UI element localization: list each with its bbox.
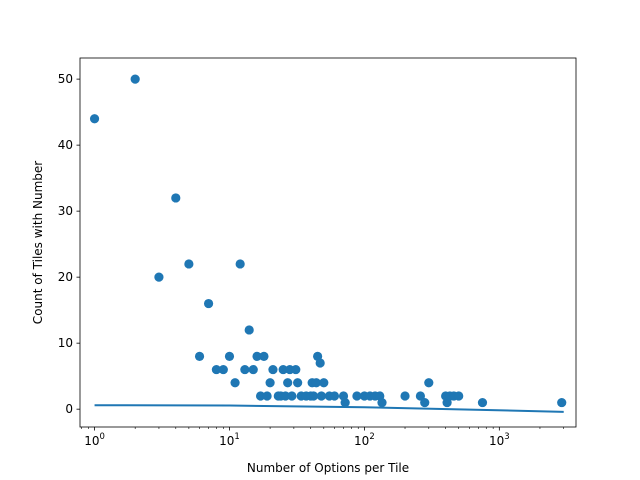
y-tick-label: 20 — [58, 270, 73, 284]
data-point — [400, 391, 410, 401]
data-point — [230, 378, 240, 388]
y-axis-label: Count of Tiles with Number — [31, 161, 45, 324]
data-point — [454, 391, 464, 401]
x-axis-label: Number of Options per Tile — [247, 461, 409, 475]
y-tick-label: 0 — [65, 402, 73, 416]
data-point — [130, 74, 140, 84]
x-tick-label: 101 — [219, 432, 240, 448]
data-point — [255, 391, 266, 401]
data-point — [240, 364, 250, 375]
x-tick-label: 100 — [84, 432, 105, 448]
data-point — [415, 391, 425, 401]
data-point — [194, 351, 205, 361]
data-point — [154, 272, 164, 282]
data-point — [477, 397, 488, 408]
data-point — [265, 378, 275, 388]
data-point — [291, 364, 301, 375]
data-point — [424, 378, 434, 388]
x-axis: 100 101 102 103 — [81, 427, 565, 448]
data-point — [283, 378, 293, 388]
data-point — [315, 358, 325, 368]
data-point — [89, 114, 100, 124]
y-tick-label: 40 — [58, 138, 73, 152]
x-tick-label: 102 — [354, 432, 375, 448]
data-point — [319, 378, 329, 388]
data-point — [352, 391, 362, 401]
data-point — [244, 325, 254, 335]
data-point — [340, 397, 350, 408]
data-point — [316, 391, 326, 401]
data-point — [311, 378, 321, 388]
data-point — [278, 364, 288, 375]
data-point — [420, 397, 430, 408]
data-point — [259, 351, 269, 361]
data-point — [262, 391, 272, 401]
data-point — [329, 391, 340, 401]
data-point — [211, 364, 222, 375]
y-tick-label: 30 — [58, 204, 73, 218]
data-point — [235, 259, 245, 269]
data-point — [218, 364, 228, 375]
data-point — [280, 391, 291, 401]
data-point — [287, 391, 297, 401]
data-point — [171, 193, 181, 203]
axes-frame — [79, 57, 577, 428]
fit-line — [94, 404, 564, 413]
data-point — [248, 364, 258, 375]
data-point — [377, 397, 387, 408]
x-tick-label: 103 — [489, 432, 510, 448]
data-point — [293, 378, 303, 388]
data-point — [308, 391, 319, 401]
data-marks — [89, 74, 567, 413]
data-point — [224, 351, 235, 361]
data-point — [184, 259, 194, 269]
y-tick-label: 10 — [58, 336, 73, 350]
y-axis: 0 10 20 30 40 50 — [58, 72, 80, 416]
data-point — [252, 351, 262, 361]
data-point — [268, 364, 278, 375]
data-point — [203, 298, 214, 309]
data-point — [557, 397, 567, 408]
y-tick-label: 50 — [58, 72, 73, 86]
